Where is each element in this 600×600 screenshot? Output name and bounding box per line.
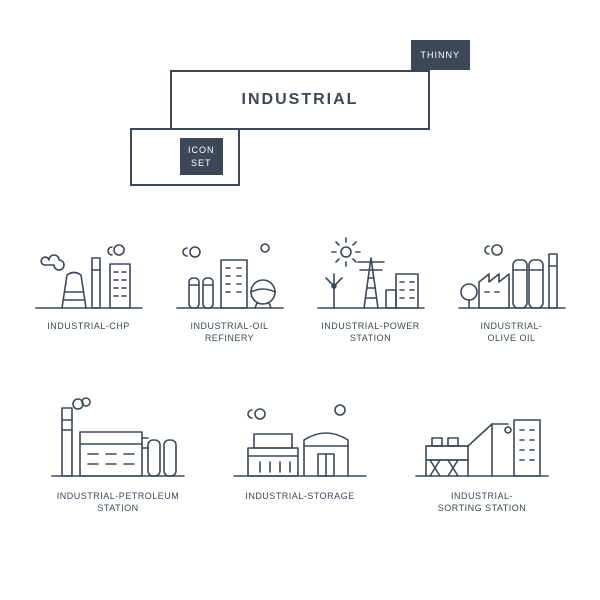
icon-label: INDUSTRIAL-CHP xyxy=(47,321,130,333)
icon-grid-row2: INDUSTRIAL-PETROLEUM STATION I xyxy=(36,390,564,514)
icon-cell-refinery: INDUSTRIAL-OIL REFINERY xyxy=(167,230,292,344)
industrial-storage-icon xyxy=(230,390,370,485)
header-block: THINNY INDUSTRIAL ICON SET xyxy=(130,40,470,190)
icon-cell-petroleum: INDUSTRIAL-PETROLEUM STATION xyxy=(36,390,200,514)
industrial-petroleum-station-icon xyxy=(48,390,188,485)
title-text: INDUSTRIAL xyxy=(242,91,359,109)
industrial-oil-refinery-icon xyxy=(175,230,285,315)
icon-cell-chp: INDUSTRIAL-CHP xyxy=(26,230,151,344)
brand-badge: THINNY xyxy=(411,40,471,70)
industrial-olive-oil-icon xyxy=(457,230,567,315)
icon-label: INDUSTRIAL-STORAGE xyxy=(245,491,354,503)
title-box: INDUSTRIAL xyxy=(170,70,430,130)
industrial-power-station-icon xyxy=(316,230,426,315)
icon-cell-power: INDUSTRIAL-POWER STATION xyxy=(308,230,433,344)
iconset-badge: ICON SET xyxy=(180,138,223,175)
icon-cell-sorting: INDUSTRIAL- SORTING STATION xyxy=(400,390,564,514)
icon-grid-row1: INDUSTRIAL-CHP xyxy=(26,230,574,344)
icon-cell-storage: INDUSTRIAL-STORAGE xyxy=(218,390,382,514)
iconset-line1: ICON xyxy=(188,144,215,157)
icon-label: INDUSTRIAL- SORTING STATION xyxy=(438,491,527,514)
icon-label: INDUSTRIAL- OLIVE OIL xyxy=(480,321,542,344)
iconset-line2: SET xyxy=(188,157,215,170)
icon-label: INDUSTRIAL-POWER STATION xyxy=(321,321,420,344)
industrial-sorting-station-icon xyxy=(412,390,552,485)
icon-label: INDUSTRIAL-PETROLEUM STATION xyxy=(57,491,180,514)
icon-cell-olive: INDUSTRIAL- OLIVE OIL xyxy=(449,230,574,344)
industrial-chp-icon xyxy=(34,230,144,315)
icon-label: INDUSTRIAL-OIL REFINERY xyxy=(190,321,268,344)
